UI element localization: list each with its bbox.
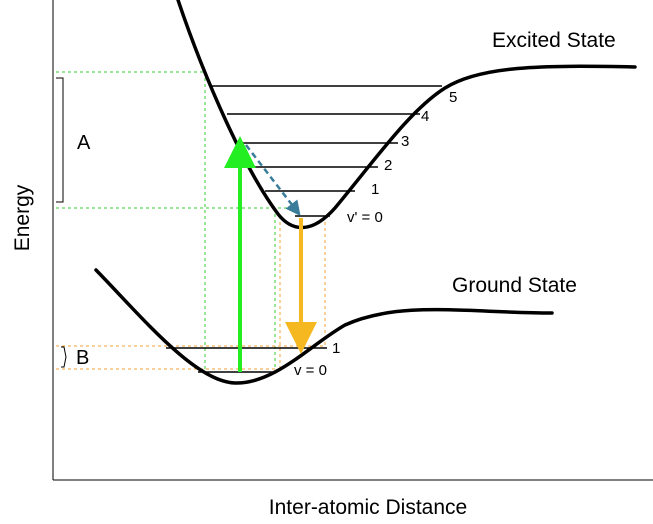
y-axis-label: Energy <box>11 184 34 251</box>
excited-level-5-label: 5 <box>449 89 457 106</box>
x-axis-label: Inter-atomic Distance <box>269 496 467 519</box>
ground-guide-lines <box>56 216 326 370</box>
bracket-b <box>61 346 67 368</box>
excited-level-4-label: 4 <box>421 108 429 125</box>
ground-state-curve <box>94 268 554 385</box>
bracket-a-label: A <box>77 132 91 154</box>
bracket-a <box>56 77 64 203</box>
relaxation-arrow <box>245 144 301 216</box>
bracket-b-label: B <box>76 347 89 369</box>
excited-vibrational-levels <box>212 85 442 217</box>
excited-level-3-label: 3 <box>401 133 409 150</box>
ground-state-label: Ground State <box>452 274 577 297</box>
excited-level-0-label: v' = 0 <box>347 209 383 226</box>
excited-level-2-label: 2 <box>384 157 392 174</box>
excited-guide-lines <box>56 71 300 370</box>
excited-state-label: Excited State <box>492 29 616 52</box>
ground-level-1-label: 1 <box>332 340 340 357</box>
excited-level-1-label: 1 <box>371 181 379 198</box>
ground-level-0-label: v = 0 <box>294 362 327 379</box>
